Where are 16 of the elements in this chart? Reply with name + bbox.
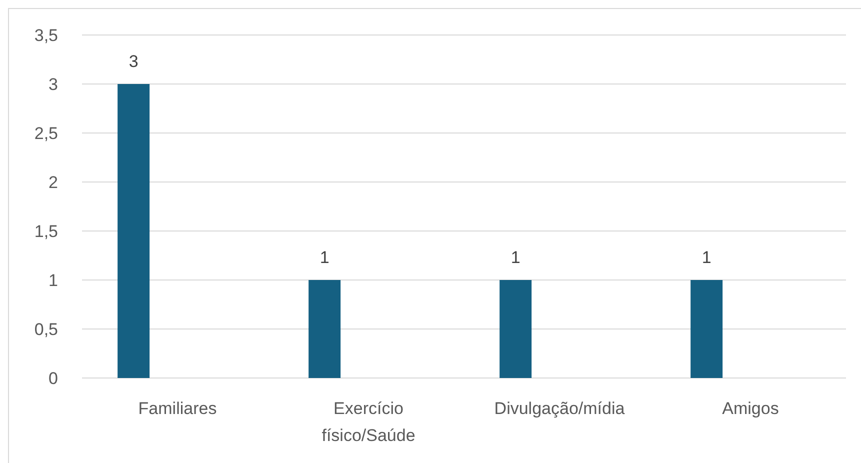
y-tick-label: 1 — [48, 270, 58, 290]
data-label: 1 — [320, 248, 330, 267]
y-tick-label: 2,5 — [34, 124, 58, 143]
y-tick-label: 1,5 — [34, 222, 58, 241]
y-tick-label: 0,5 — [34, 320, 58, 339]
data-label: 1 — [702, 248, 712, 267]
data-label: 3 — [128, 52, 138, 71]
data-label: 1 — [510, 248, 520, 267]
x-tick-label: Exercício físico/Saúde — [322, 399, 416, 445]
x-tick-label: Familiares — [138, 399, 217, 418]
y-tick-label: 3 — [48, 74, 58, 94]
y-tick-label: 2 — [48, 172, 58, 192]
y-tick-label: 0 — [48, 368, 58, 388]
x-tick-label: Amigos — [722, 399, 779, 418]
x-tick-label: Divulgação/mídia — [494, 399, 626, 418]
y-tick-label: 3,5 — [34, 26, 58, 45]
